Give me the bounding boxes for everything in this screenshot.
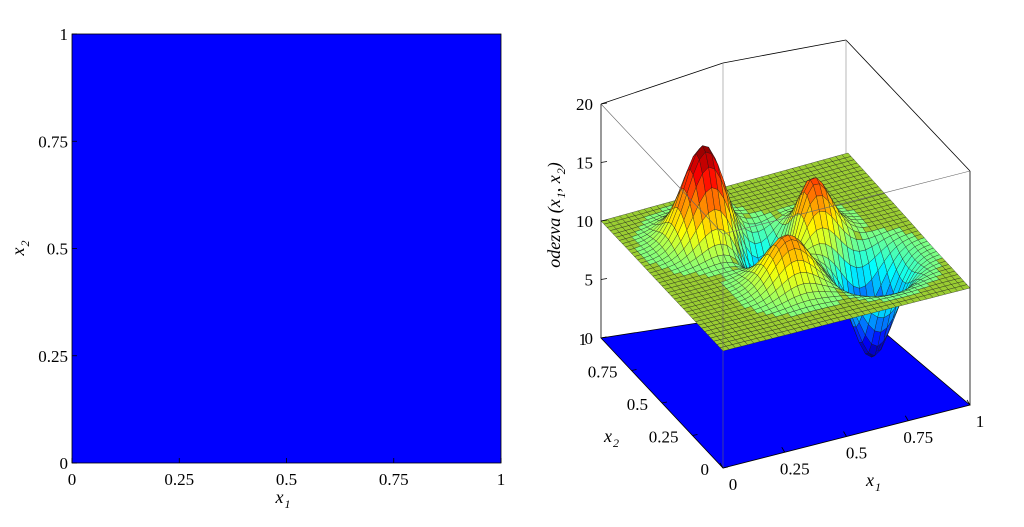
left-x-tick-label: 0 xyxy=(68,470,77,489)
right-x2-tick-label: 0.75 xyxy=(588,363,618,382)
right-x1-tick-label: 0.25 xyxy=(780,459,810,478)
left-x-axis-label: x1 xyxy=(275,487,291,511)
left-y-tick-label: 0 xyxy=(60,454,69,473)
right-x1-axis-ticks: 0 0.25 0.5 0.75 1 xyxy=(719,399,985,494)
right-x2-tick-mark xyxy=(692,434,698,436)
z-tick-mark xyxy=(600,278,608,280)
z-tick-mark xyxy=(600,161,608,163)
right-x2-tick-mark xyxy=(600,336,607,339)
right-x2-tick-label: 0 xyxy=(701,460,710,479)
left-plot: 0 0.25 0.5 0.75 1 0 0.25 0.5 0.75 1 x1 x2 xyxy=(8,25,505,511)
right-z-axis-label: odezva (x1, x2) xyxy=(544,162,568,267)
right-x1-tick-label: 1 xyxy=(976,412,985,431)
right-x1-tick-label: 0.5 xyxy=(846,444,867,463)
z-tick-label: 15 xyxy=(576,154,593,173)
right-x1-tick-mark xyxy=(843,431,847,437)
right-x2-tick-mark xyxy=(722,466,729,469)
z-tick-label: 10 xyxy=(576,212,593,231)
z-tick-label: 5 xyxy=(585,271,594,290)
left-x-axis-ticks: 0 0.25 0.5 0.75 1 xyxy=(68,458,506,489)
left-y-axis-label: x2 xyxy=(8,241,32,257)
z-tick-mark xyxy=(600,102,608,105)
right-x2-tick-label: 0.5 xyxy=(627,395,648,414)
left-x-tick-label: 0.5 xyxy=(276,470,297,489)
left-x-tick-label: 1 xyxy=(497,470,506,489)
right-x2-tick-mark xyxy=(661,401,668,404)
left-x-tick-label: 0.25 xyxy=(164,470,194,489)
left-y-tick-label: 0.25 xyxy=(38,347,68,366)
heatmap-fill xyxy=(71,33,502,464)
right-x1-tick-label: 0 xyxy=(729,475,738,494)
left-y-tick-label: 0.75 xyxy=(38,132,68,151)
right-x1-tick-mark xyxy=(966,399,971,406)
left-y-axis-ticks: 0 0.25 0.5 0.75 1 xyxy=(38,25,77,473)
surface-patch xyxy=(960,284,971,290)
right-x1-tick-mark xyxy=(719,462,724,469)
right-x1-tick-mark xyxy=(904,415,909,421)
left-y-tick-label: 0.5 xyxy=(47,240,68,259)
right-x1-axis-label: x1 xyxy=(865,470,881,494)
right-x2-tick-mark xyxy=(631,369,637,371)
z-tick-label: 20 xyxy=(576,95,593,114)
right-x2-axis-ticks: 0 0.250.5 0.751 xyxy=(579,330,729,479)
left-y-tick-label: 1 xyxy=(60,25,69,44)
right-x2-axis-label: x2 xyxy=(603,426,619,450)
right-x2-tick-label: 0.25 xyxy=(649,428,679,447)
box-front-edges xyxy=(600,103,971,468)
right-x2-tick-label: 1 xyxy=(579,330,588,349)
z-tick-mark xyxy=(600,219,608,222)
response-surface xyxy=(600,145,971,358)
right-x1-tick-label: 0.75 xyxy=(903,428,933,447)
z-tick-label: 0 xyxy=(585,329,594,348)
left-x-tick-label: 0.75 xyxy=(379,470,409,489)
right-x1-tick-mark xyxy=(781,447,786,453)
